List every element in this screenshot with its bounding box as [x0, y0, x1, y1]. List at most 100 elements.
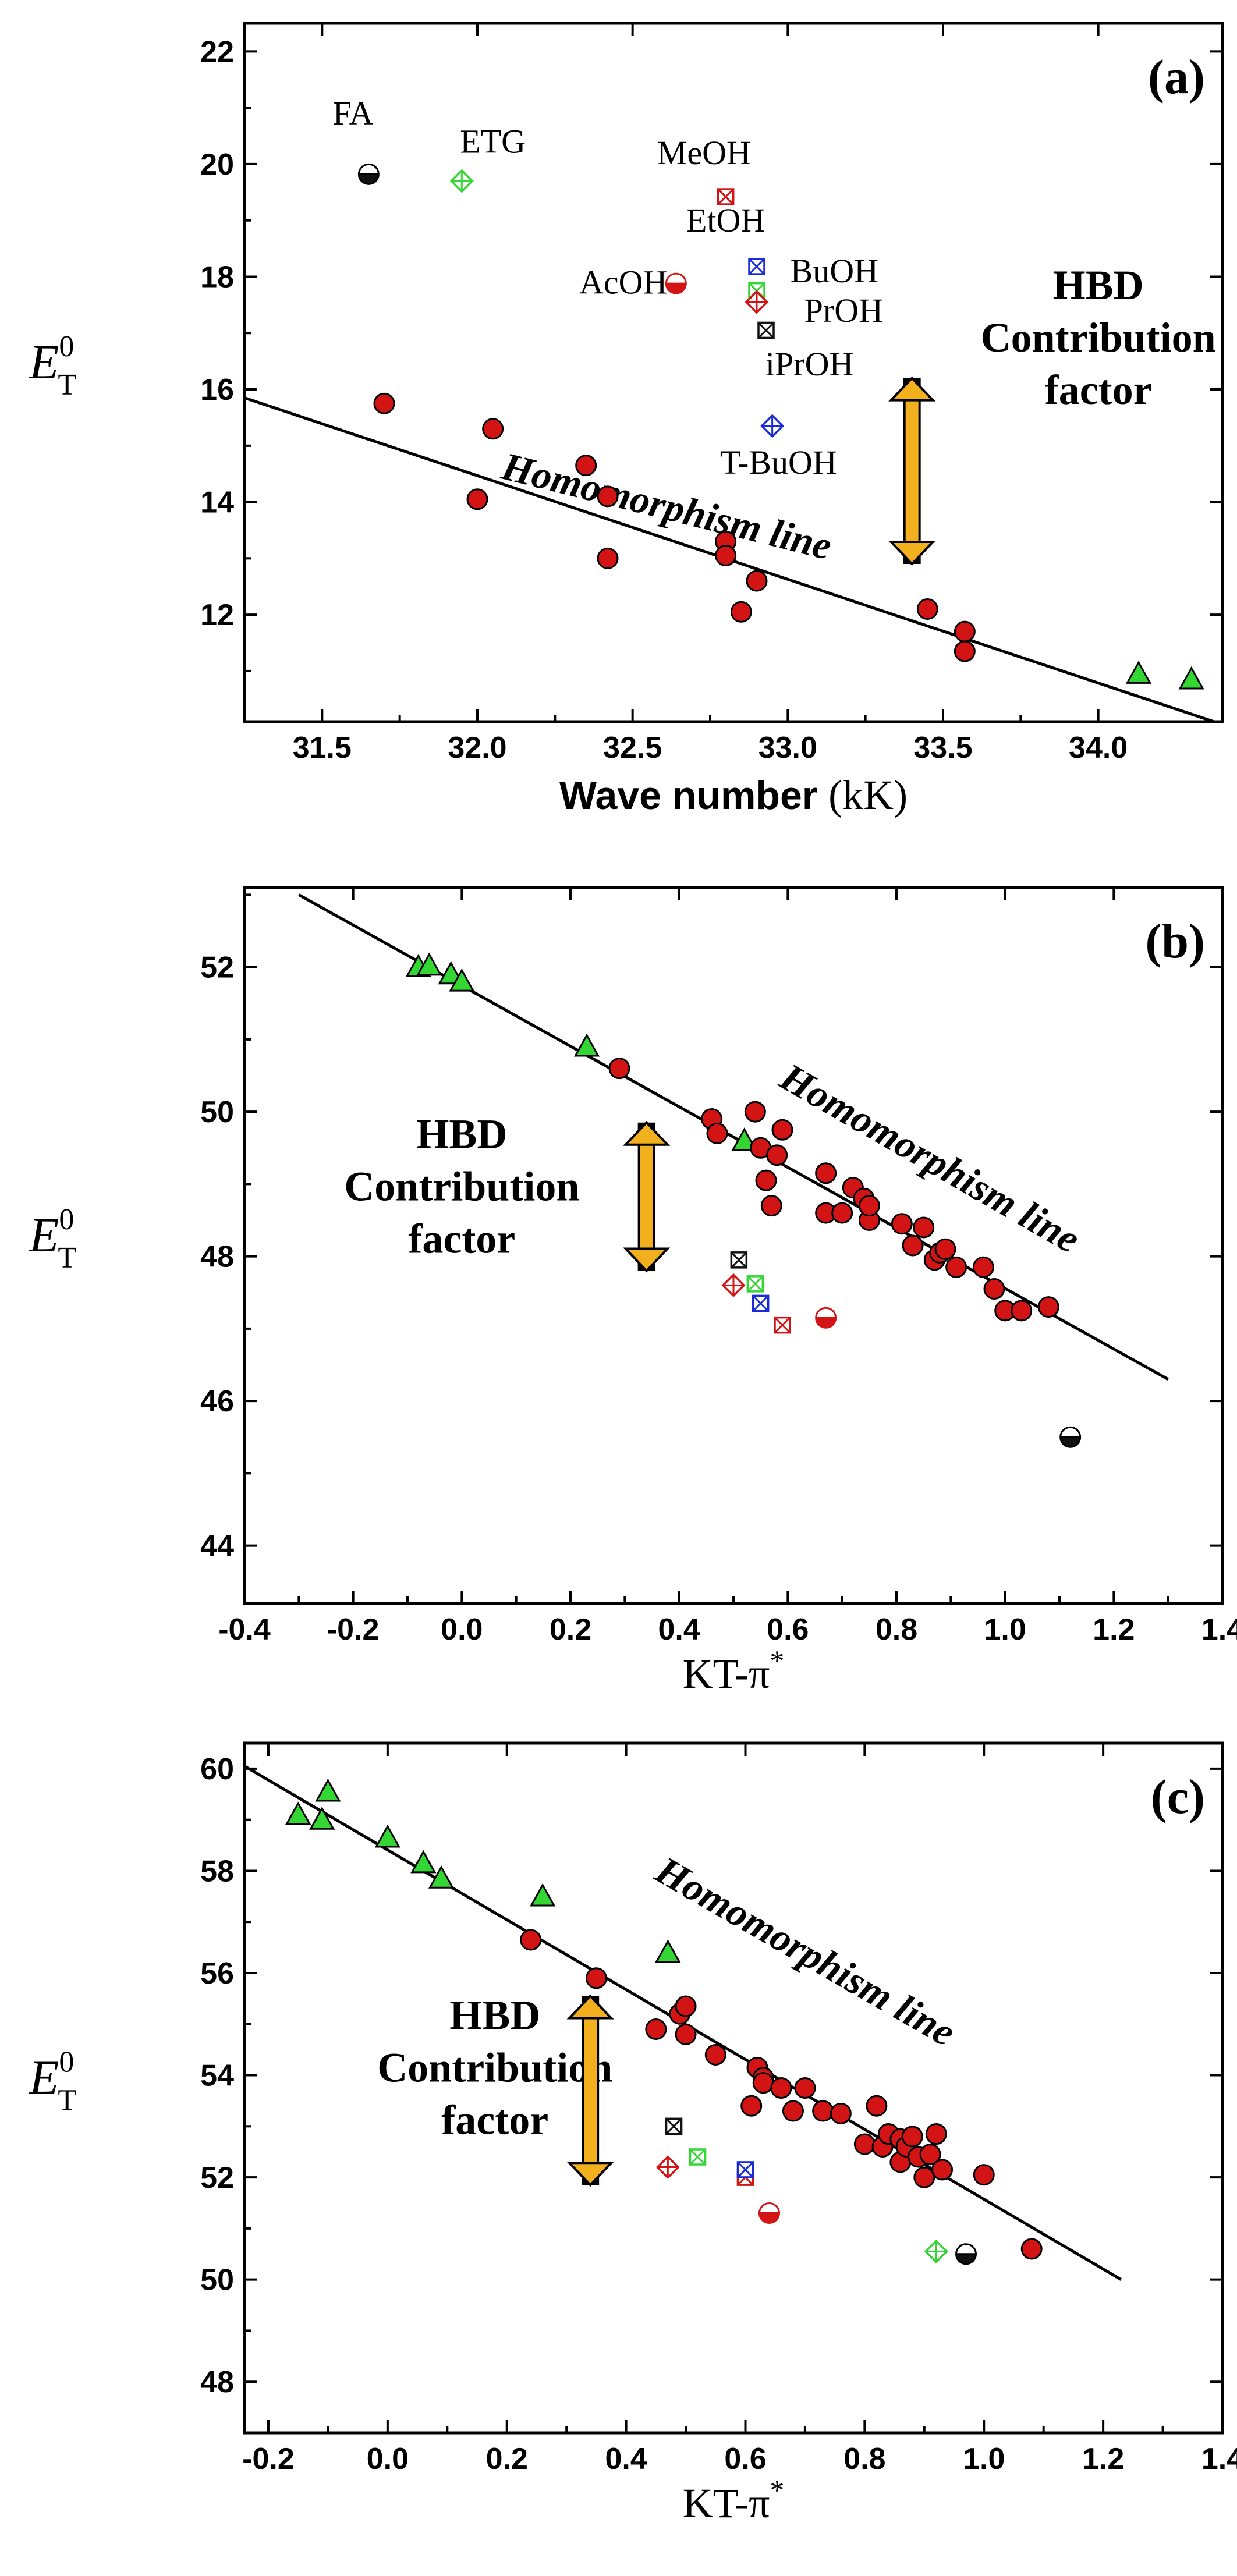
- red_circles-point: [831, 1202, 853, 1224]
- red_circles-point: [608, 1058, 630, 1080]
- x-tick-label: 31.5: [293, 731, 352, 765]
- x-tick-label: 34.0: [1069, 731, 1128, 765]
- red_circles-point: [1020, 2238, 1043, 2260]
- hbd-label-line: Contribution: [344, 1163, 579, 1209]
- green_triangles-point: [374, 1824, 400, 1848]
- y-axis-label: E0 T: [29, 330, 76, 402]
- green_triangles-point: [1125, 661, 1152, 684]
- xsquare_blue-point: [752, 1294, 770, 1312]
- x-tick-label: 1.4: [1201, 1613, 1237, 1647]
- y-axis-label: E0 T: [29, 1203, 76, 1275]
- red_circles-point: [770, 2077, 792, 2099]
- red_circles-point: [771, 1119, 793, 1141]
- y-tick-label: 52: [200, 951, 234, 985]
- red_circles-point: [1011, 1300, 1033, 1322]
- x-tick-label: 1.4: [1201, 2442, 1237, 2476]
- y-tick-label: 18: [200, 260, 234, 294]
- diamond_red-point: [655, 2155, 680, 2180]
- solvent-point-fa: [357, 163, 380, 185]
- red_circles-point: [891, 1213, 913, 1235]
- red_circles-point: [858, 1195, 880, 1217]
- solvent-point-meoh: [717, 188, 735, 205]
- y-tick-label: 60: [200, 1752, 234, 1786]
- red_circles-point: [744, 1101, 766, 1123]
- green_triangles-point: [530, 1883, 556, 1907]
- y-tick-label: 14: [200, 486, 234, 520]
- halfcircle_red-point: [758, 2202, 780, 2224]
- hbd-label-line: HBD: [449, 1992, 540, 2039]
- solvent-label-acoh: AcOH: [579, 264, 667, 301]
- y-tick-label: 50: [200, 1095, 234, 1129]
- panel-label: (b): [1145, 914, 1205, 968]
- solvent-label-etoh: EtOH: [686, 201, 765, 239]
- solvent-label-meoh: MeOH: [657, 134, 751, 172]
- panel-label: (a): [1148, 50, 1205, 104]
- red_circles-point: [520, 1929, 542, 1951]
- red_circles-point: [812, 2100, 834, 2122]
- x-tick-label: 0.2: [550, 1613, 591, 1647]
- hbd-arrow-head-top: [566, 1994, 614, 2020]
- red_circles-point: [931, 2159, 954, 2181]
- x-tick-label: 33.0: [758, 731, 817, 765]
- red_circles-point: [794, 2077, 816, 2099]
- xsquare_green-point: [746, 1275, 764, 1293]
- green_triangles-point: [731, 1127, 757, 1151]
- x-tick-label: 0.0: [441, 1613, 483, 1647]
- x-tick-label: 1.0: [963, 2442, 1005, 2476]
- y-tick-label: 48: [200, 1240, 234, 1274]
- red_circles-point: [585, 1967, 607, 1989]
- xsquare_red-point: [774, 1316, 791, 1334]
- red_circles-point: [782, 2100, 804, 2122]
- red_circles-point: [866, 2095, 888, 2117]
- panel-c: -0.2 0.0 0.2 0.4 0.6 0.8 1.0 1.2 1.4 48 50 52 54 56 58…: [29, 1741, 1237, 2527]
- solvent-label-etg: ETG: [460, 123, 526, 161]
- green_triangles-point: [573, 1033, 600, 1057]
- xsquare_black-point: [665, 2117, 683, 2135]
- hbd-label-line: factor: [441, 2097, 548, 2144]
- red_circles-point: [597, 485, 619, 508]
- green_triangles-point: [285, 1801, 311, 1825]
- hbd-label-line: Contribution: [981, 314, 1216, 361]
- red_circles-point: [983, 1278, 1005, 1300]
- red_circles-point: [913, 1216, 935, 1239]
- y-tick-label: 16: [200, 373, 234, 407]
- green_triangles-point: [655, 1939, 681, 1963]
- x-tick-label: 0.6: [724, 2442, 766, 2476]
- red_circles-point: [913, 2166, 935, 2188]
- red_circles-point: [945, 1256, 967, 1278]
- green_triangles-point: [309, 1807, 335, 1830]
- y-tick-label: 48: [200, 2365, 234, 2399]
- green_triangles-point: [428, 1865, 455, 1889]
- x-tick-label: 1.0: [984, 1613, 1026, 1647]
- x-tick-label: 0.0: [367, 2442, 409, 2476]
- red_circles-point: [704, 2043, 726, 2066]
- green_triangles-point: [315, 1778, 341, 1802]
- green_triangles-point: [410, 1850, 437, 1874]
- x-tick-label: 32.0: [448, 731, 506, 765]
- hbd-arrow-head-top: [888, 376, 936, 402]
- red_circles-point: [746, 570, 768, 592]
- green_triangles-point: [449, 968, 475, 992]
- red_circles-point: [715, 545, 737, 567]
- halfcircles-point: [815, 1307, 837, 1329]
- solvent-point-acoh: [665, 272, 687, 294]
- red_circles-point: [954, 620, 976, 643]
- x-tick-label: -0.2: [327, 1613, 380, 1647]
- panel-b: -0.4 -0.2 0.0 0.2 0.4 0.6 0.8 1.0 1.2 1.4 44 46 48 50…: [29, 886, 1237, 1697]
- solvent-label-fa: FA: [333, 94, 374, 132]
- solvent-label-t-buoh: T-BuOH: [720, 443, 837, 481]
- solvent-label-proh: PrOH: [804, 292, 883, 329]
- x-tick-label: 1.2: [1082, 2442, 1124, 2476]
- x-tick-label: 0.8: [876, 1613, 917, 1647]
- x-axis-label: Wave number (kK): [559, 772, 908, 818]
- solvent-point-etoh: [748, 258, 765, 275]
- solvent-label-buoh: BuOH: [791, 252, 878, 290]
- red_circles-point: [815, 1162, 837, 1184]
- solvent-label-iproh: iPrOH: [765, 345, 853, 383]
- y-tick-label: 12: [200, 598, 234, 632]
- red_circles-point: [706, 1122, 728, 1144]
- y-tick-label: 44: [200, 1530, 234, 1563]
- diamond_green-point: [924, 2239, 948, 2263]
- solvent-point-t-buoh: [760, 414, 785, 438]
